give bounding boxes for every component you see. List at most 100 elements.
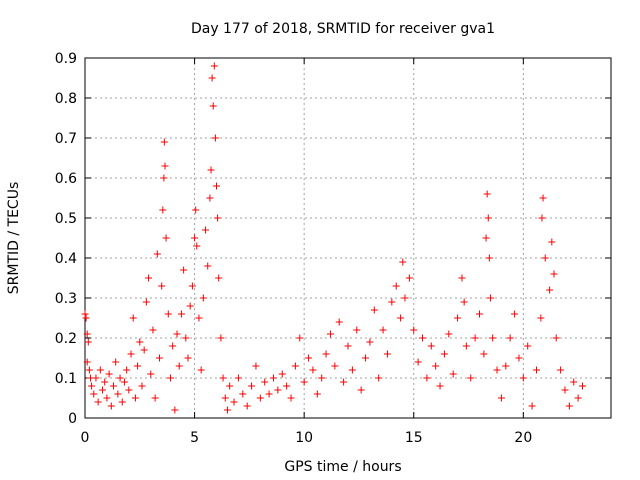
data-point (269, 374, 277, 382)
data-point (199, 294, 207, 302)
data-point (432, 362, 440, 370)
data-point (489, 334, 497, 342)
data-point (81, 310, 89, 318)
data-point (90, 390, 98, 398)
data-point (519, 374, 527, 382)
data-point (561, 386, 569, 394)
data-point (138, 382, 146, 390)
data-point (460, 298, 468, 306)
data-point (136, 338, 144, 346)
data-point (401, 294, 409, 302)
data-point (370, 306, 378, 314)
data-point (160, 174, 168, 182)
data-point (105, 370, 113, 378)
y-tick-label: 0.2 (55, 331, 77, 347)
data-point (123, 366, 131, 374)
data-point (83, 330, 91, 338)
data-point (109, 382, 117, 390)
data-point (410, 326, 418, 334)
data-point (134, 362, 142, 370)
data-point (171, 406, 179, 414)
data-point (318, 374, 326, 382)
data-point (195, 314, 203, 322)
data-point (265, 390, 273, 398)
data-point (142, 298, 150, 306)
data-point (537, 314, 545, 322)
y-tick-label: 0.4 (55, 251, 77, 267)
data-point (392, 282, 400, 290)
data-point (206, 194, 214, 202)
data-point (226, 382, 234, 390)
data-point (579, 382, 587, 390)
data-point (82, 314, 90, 322)
data-point (234, 374, 242, 382)
data-point (335, 318, 343, 326)
data-point (96, 366, 104, 374)
x-axis-label: GPS time / hours (284, 459, 401, 475)
x-tick-label: 20 (514, 430, 532, 446)
data-point (309, 366, 317, 374)
data-point (502, 362, 510, 370)
data-point (261, 378, 269, 386)
data-point (85, 366, 93, 374)
data-point (497, 394, 505, 402)
data-point (204, 262, 212, 270)
data-point (202, 226, 210, 234)
data-point (161, 162, 169, 170)
data-point (147, 370, 155, 378)
data-point (125, 386, 133, 394)
y-tick-label: 0 (68, 411, 77, 427)
data-point (184, 354, 192, 362)
data-point (83, 358, 91, 366)
data-point (462, 342, 470, 350)
data-point (436, 382, 444, 390)
data-point (256, 394, 264, 402)
data-point (173, 330, 181, 338)
data-point (331, 362, 339, 370)
data-point (524, 342, 532, 350)
data-point (322, 350, 330, 358)
y-tick-label: 0.7 (55, 131, 77, 147)
x-tick-label: 5 (190, 430, 199, 446)
data-point (419, 334, 427, 342)
data-point (248, 382, 256, 390)
data-point (278, 370, 286, 378)
data-point (423, 374, 431, 382)
data-point (557, 366, 565, 374)
data-point (159, 206, 167, 214)
data-point (550, 270, 558, 278)
data-point (471, 334, 479, 342)
data-point (193, 242, 201, 250)
data-point (340, 378, 348, 386)
data-point (151, 394, 159, 402)
data-point (483, 190, 491, 198)
y-tick-label: 0.5 (55, 211, 77, 227)
data-point (149, 326, 157, 334)
data-point (506, 334, 514, 342)
axis-ticks (84, 57, 611, 419)
data-point (440, 350, 448, 358)
data-point (366, 338, 374, 346)
data-point (156, 354, 164, 362)
data-point (348, 366, 356, 374)
data-point (486, 294, 494, 302)
data-point (118, 398, 126, 406)
data-point (127, 350, 135, 358)
data-point (399, 258, 407, 266)
data-point (515, 354, 523, 362)
data-point (221, 394, 229, 402)
data-point (158, 282, 166, 290)
data-point (214, 214, 222, 222)
data-point (213, 182, 220, 190)
data-point (84, 338, 92, 346)
data-point (180, 266, 188, 274)
x-tick-label: 10 (295, 430, 313, 446)
data-point (101, 378, 109, 386)
data-point (166, 374, 174, 382)
data-point (296, 334, 304, 342)
data-point (252, 362, 260, 370)
data-point (362, 354, 370, 362)
data-point (449, 370, 457, 378)
data-point (383, 350, 391, 358)
data-point (405, 274, 413, 282)
